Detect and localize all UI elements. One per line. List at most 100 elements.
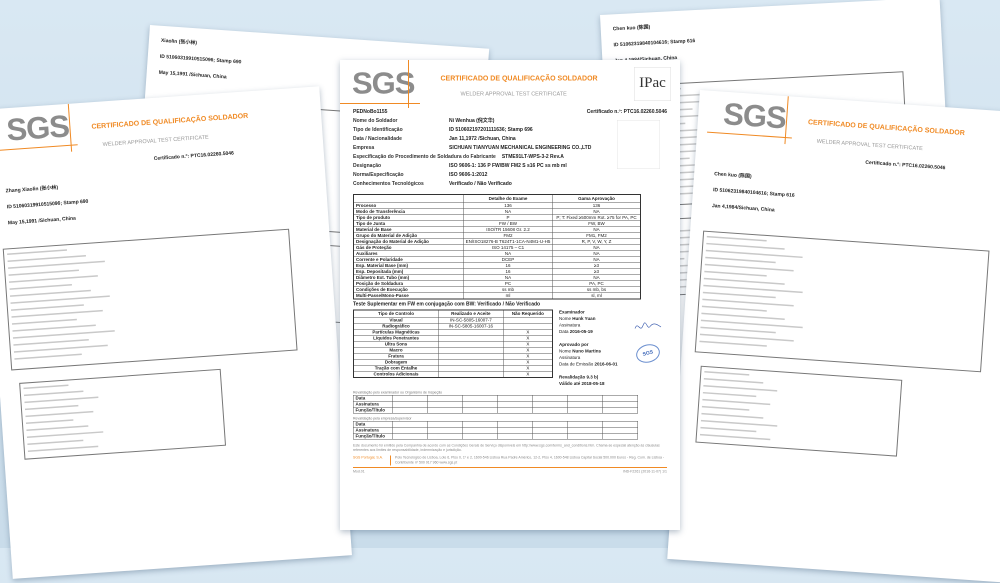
company-brand: SGS Portugal, S.A. [353,456,383,460]
detail-row-designation: Designação ISO 9606-1: 136 P FW/BW FM2 S … [353,163,603,172]
ipac-logo: IPac [634,67,671,101]
certificate-title: CERTIFICADO DE QUALIFICAÇÃO SOLDADOR [440,74,598,82]
certificate-subtitle: WELDER APPROVAL TEST CERTIFICATE [816,138,923,152]
cell-value: ml [463,292,553,300]
cell-value: ss mb, bs [552,286,641,293]
detail-value: Ni Wenhua (倪文华) [449,118,495,124]
field-value: 2016-05-19 [569,329,593,334]
photo-placeholder [617,120,660,169]
detail-row-norm: Norma/Especificação ISO 9606-1:2012 [353,172,603,181]
certificate-title: CERTIFICADO DE QUALIFICAÇÃO SOLDADOR [807,117,966,137]
examiner-block: Examinador Nome Hunk Yuan Assinatura Data 2… [559,310,634,388]
logo-rule [408,60,409,108]
empty-cell [497,407,533,414]
empty-cell [532,407,568,414]
document-id: IND-F2261 (2016-11-07) 1/1 [623,470,667,474]
examiner-line: Examinador [559,310,634,317]
field-label: Aprovado por [559,342,589,347]
form-version: Mod.01 [353,470,365,474]
detail-label: Designação [353,163,382,169]
cell-value: EN/ISO18276-B T624T1-1CA-N4M1-U-H5 [463,238,553,245]
field-label: Revalidação [559,374,586,380]
address-row: SGS Portugal, S.A. Polo Tecnológico de Li… [353,455,667,468]
table-row: Condições de Execução ss mb ss mb, bs [353,286,641,293]
welder-id-line: ID 51060319910515096; Stamp 690 [159,53,242,65]
signature-image [634,320,662,335]
row-label: Função/Título [353,433,393,440]
certificate-subtitle: WELDER APPROVAL TEST CERTIFICATE [102,134,209,148]
certificate-number: Certificado n.º: PTC16.02260.5046 [586,109,667,115]
detail-label: Tipo de Identificação [353,127,403,133]
field-label: Examinador [559,309,585,315]
detail-row-company: Empresa SICHUAN TIANYUAN MECHANICAL ENGIN… [353,145,603,154]
revalidation-company-title: Revalidação pela empresa/supervisor [353,417,412,421]
detail-label: Nome do Soldador [353,118,398,124]
welder-id-line: ID 51062319840104616; Stamp 616 [613,38,696,48]
detail-label: Norma/Especificação [353,172,404,178]
certificate-sheet-left: SGS CERTIFICADO DE QUALIFICAÇÃO SOLDADOR W… [0,86,352,579]
ref-number: PEDNoBo1155 [353,109,388,115]
certificate-sheet-right: SGS CERTIFICADO DE QUALIFICAÇÃO SOLDADOR W… [667,90,1000,583]
examiner-line: Data de Emissão 2016-06-01 [559,362,634,369]
examiner-line: Revalidação 9.3 b) [559,375,634,382]
cell-value: X [503,365,553,372]
sheet-content: SGS CERTIFICADO DE QUALIFICAÇÃO SOLDADOR W… [340,60,680,530]
field-value: 9.3 b) [586,374,599,380]
cell-value [437,371,504,378]
welder-details: PEDNoBo1155 Certificado n.º: PTC16.02260.… [353,109,667,192]
field-label: Data de Emissão [559,361,594,367]
examiner-line: Nome Hunk Yuan [559,316,634,323]
table-header-row: Detalhe do Exame Gama Aprovação [353,194,641,203]
certificate-number: Certificado n.º: PTC16.02260.5046 [153,150,235,162]
detail-row-name: Nome do Soldador Ni Wenhua (倪文华) [353,118,603,127]
detail-value: ISO 9606-1: 136 P FW/BW FM2 S s16 PC ss … [449,163,567,169]
field-label: Assinatura [559,322,581,328]
sgs-logo-text: SGS [5,108,71,148]
empty-cell [462,433,498,440]
detail-label: Especificação do Procedimento de Soldadu… [353,154,496,160]
column-header: Gama Aprovação [552,194,641,203]
cell-value: ss mb [463,286,553,293]
welder-welder: Chen kuo (陈国) [612,24,651,32]
field-label: Data [559,329,569,334]
row-label: Função/Título [353,407,393,414]
field-value: 2018-05-18 [581,381,605,386]
ref-row: PEDNoBo1155 Certificado n.º: PTC16.02260.… [353,109,667,118]
cell-value: X [503,371,553,378]
detail-row-knowledge: Conhecimentos Tecnológicos Verificado / N… [353,181,603,190]
certificate-sheet-center: SGS CERTIFICADO DE QUALIFICAÇÃO SOLDADOR W… [340,60,680,530]
field-label: Válido até [559,381,581,386]
column-header: Detalhe do Exame [463,194,553,203]
examiner-line: Válido até 2018-05-18 [559,381,634,388]
welder-date-line: May 15,1991 /Sichuan, China [7,215,77,226]
empty-cell [462,407,498,414]
signature-column: SGS [634,310,662,385]
detail-value: SICHUAN TIANYUAN MECHANICAL ENGINEERING … [449,145,592,151]
detail-value: ISO 9606-1:2012 [449,172,488,178]
field-label: Nome [559,316,572,321]
bottom-row: Mod.01 IND-F2261 (2016-11-07) 1/1 [353,470,667,475]
column-header [353,194,464,203]
table-row: Multi-Passe/Mono-Passe ml sl, ml [353,292,641,300]
control-section: Tipo de Controlo Realizado e Aceite Não Re… [353,309,667,388]
welder-welder: Chen kuo (陈国) [713,171,752,180]
detail-label: Data / Nacionalidade [353,136,402,142]
welder-welder: Xiaolin (张小林) [160,37,198,46]
column-header: Realizado e Aceite [437,309,504,318]
welder-welder: Zhang Xiaolin (张小林) [5,184,59,194]
row-label: Multi-Passe/Mono-Passe [353,292,464,300]
revalidation-examiner-title: Revalidação pelo examinador ou Organismo… [353,391,443,395]
examiner-line: Data 2016-05-19 [559,329,634,336]
table-row: Tração com Entalhe X [353,365,553,372]
detail-row-date: Data / Nacionalidade Jan 11,1972 /Sichuan… [353,136,603,145]
revalidation-examiner-table: Data Assinatura Função/Título [353,395,638,414]
cell-value [437,365,504,372]
examiner-line: Nome Nuno Martins [559,349,634,356]
certificate-number: Certificado n.º: PTC16.02260.5046 [865,159,946,171]
legal-footer: Este documento foi emitido pela Companhi… [353,444,660,452]
sgs-logo: SGS [340,60,420,108]
table-row: Data [353,421,638,428]
approval-stamp: SGS [634,341,662,366]
sgs-logo-text: SGS [352,66,415,101]
welder-id-line: ID 51060319910515096; Stamp 690 [6,198,89,210]
